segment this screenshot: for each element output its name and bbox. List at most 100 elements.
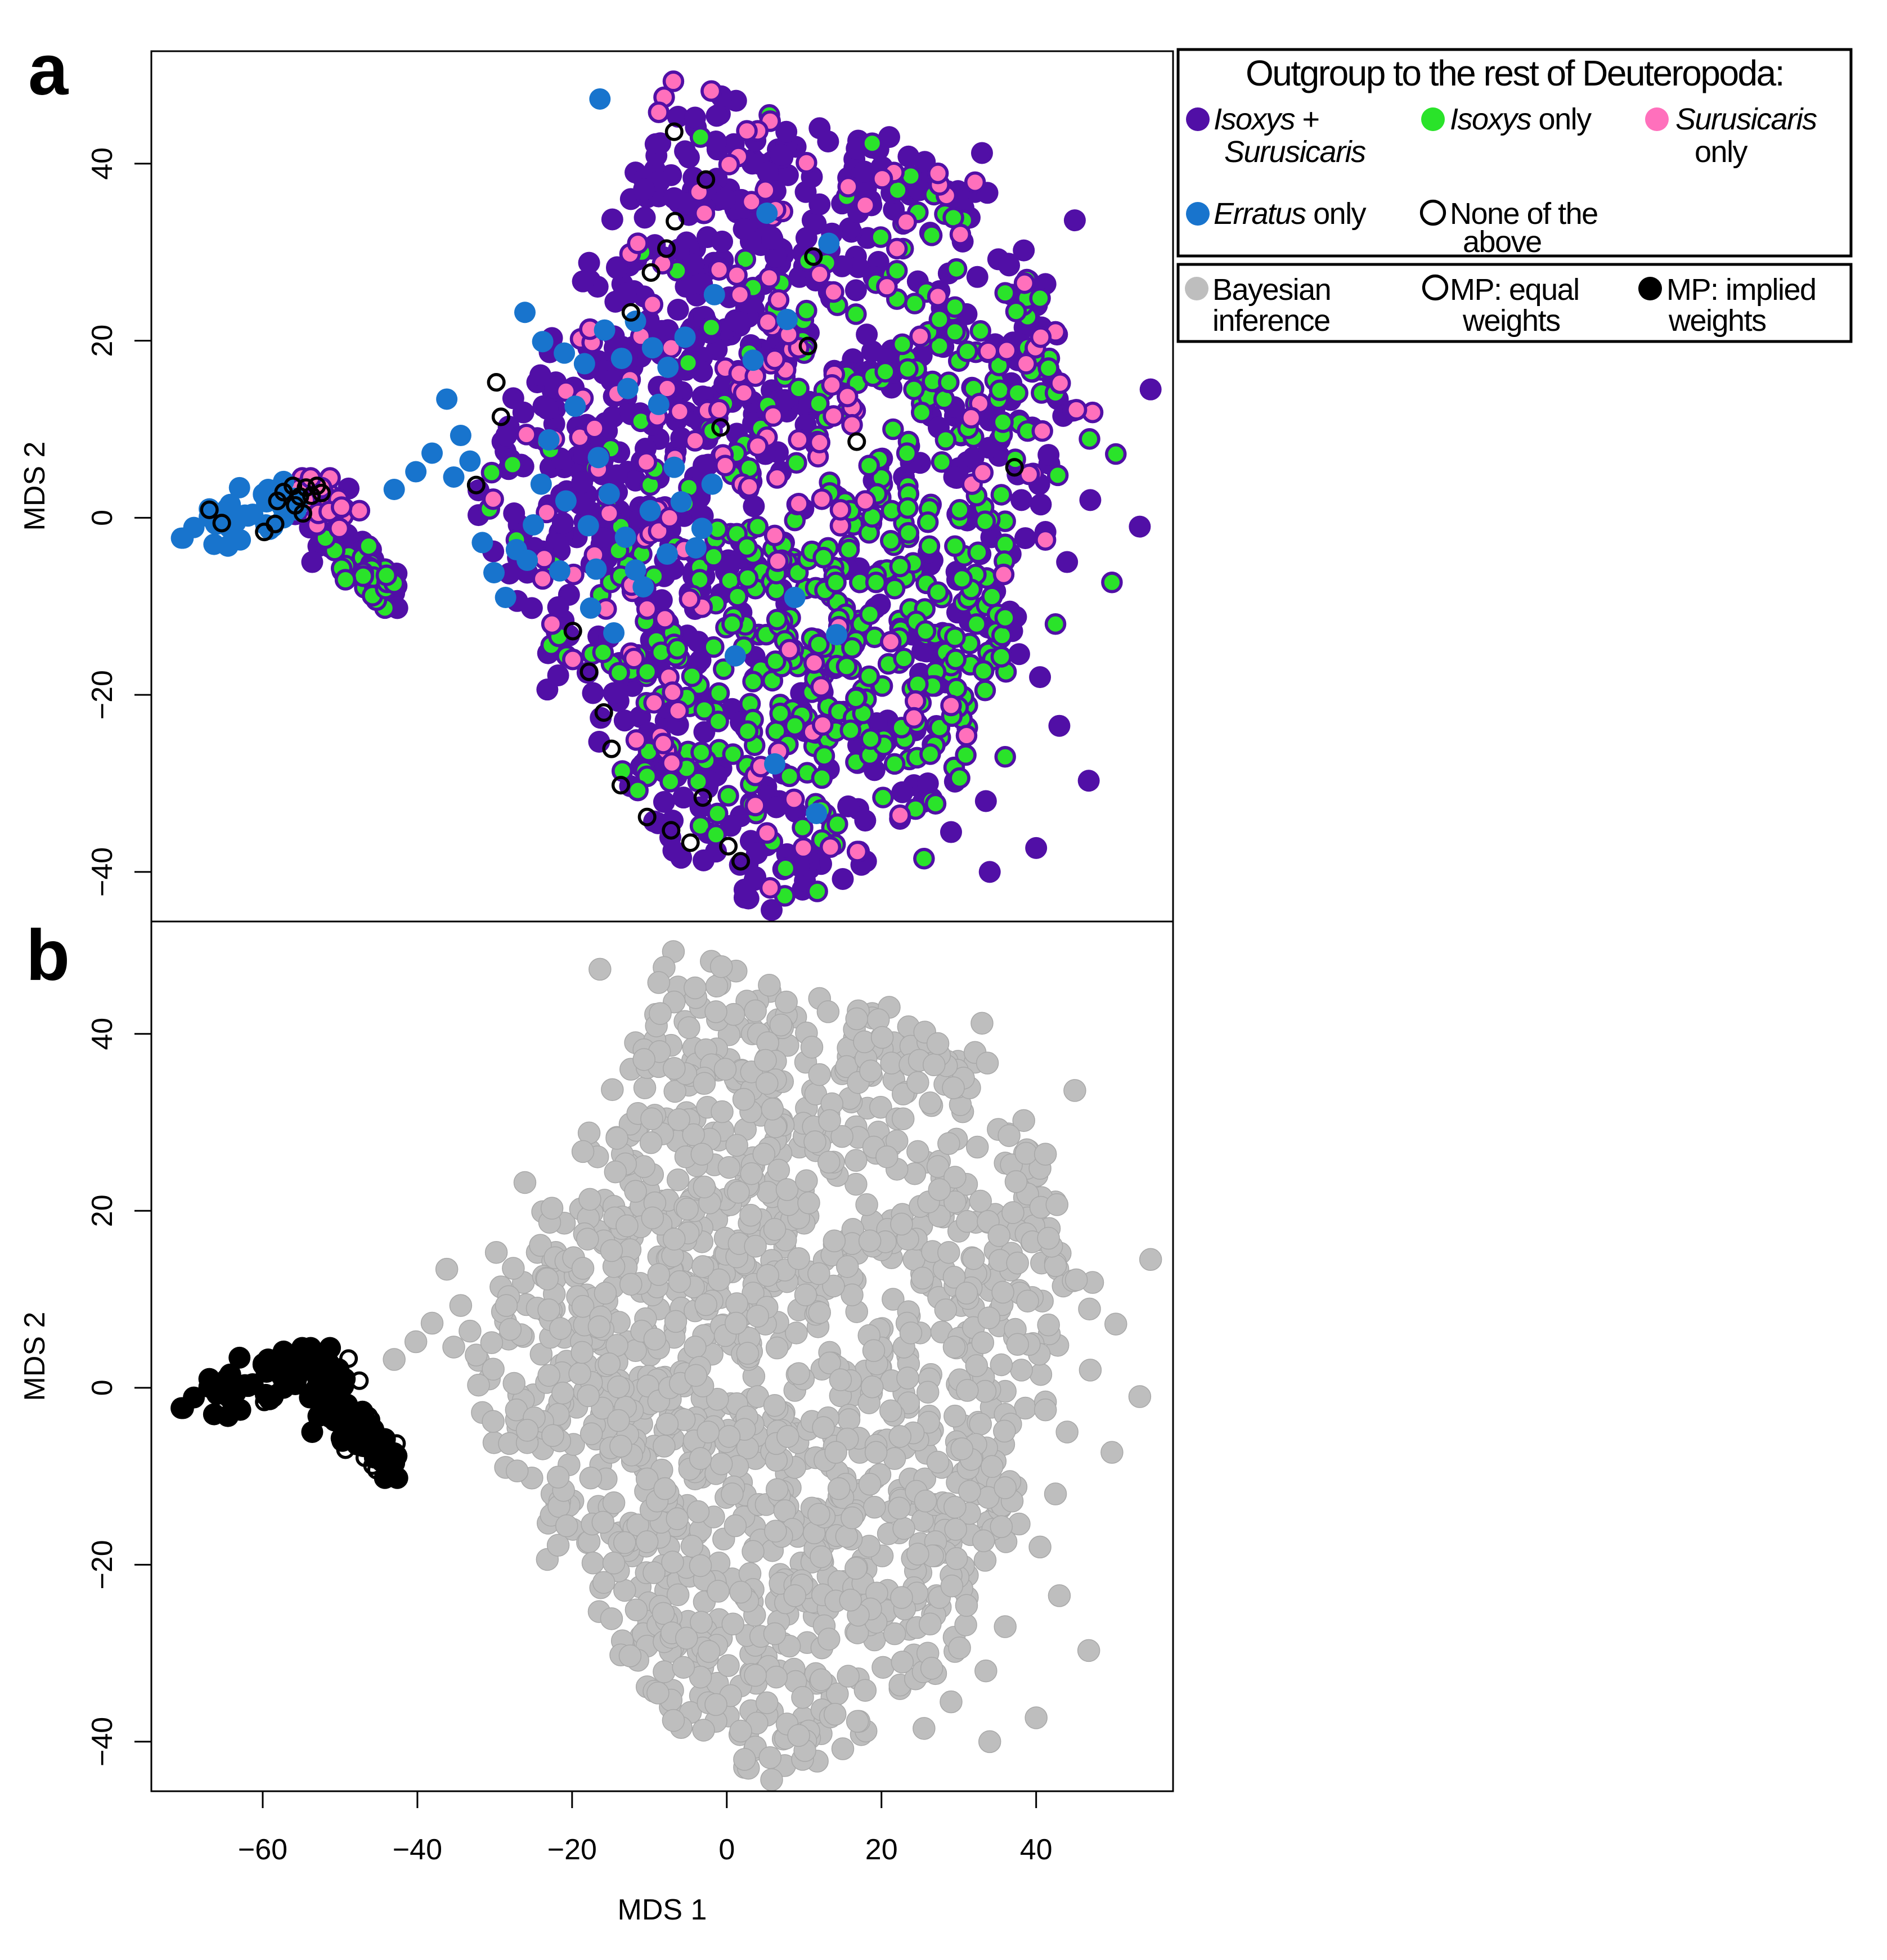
data-point (658, 507, 681, 529)
x-tick-label: 0 (718, 1833, 735, 1866)
data-point (865, 572, 887, 594)
data-point (505, 1459, 529, 1482)
data-point (383, 1348, 406, 1371)
data-point (927, 581, 949, 603)
data-point (870, 1026, 894, 1049)
data-point (981, 586, 1003, 608)
data-point (293, 1374, 312, 1393)
data-point (919, 1091, 942, 1114)
data-point (641, 337, 663, 359)
data-point (844, 1149, 868, 1172)
data-point (787, 1362, 810, 1385)
data-point (613, 709, 636, 732)
data-point (1045, 1193, 1069, 1216)
x-tick-label: −60 (238, 1833, 287, 1866)
data-point (1044, 613, 1067, 635)
data-point (502, 387, 524, 410)
data-point (944, 535, 966, 557)
data-point (212, 514, 231, 533)
panel-b-y-axis-title: MDS 2 (19, 1312, 51, 1401)
data-point (636, 660, 658, 683)
data-point (891, 781, 914, 803)
data-point (624, 559, 646, 581)
data-point (614, 526, 636, 548)
data-point (817, 1628, 841, 1651)
data-point (818, 1109, 841, 1132)
data-point (835, 1255, 859, 1278)
data-point (951, 568, 973, 590)
data-point (721, 613, 743, 635)
data-point (788, 429, 810, 451)
data-point (172, 1397, 194, 1419)
data-point (587, 447, 609, 469)
data-point (888, 1496, 911, 1520)
data-point (664, 122, 684, 141)
data-point (647, 971, 671, 994)
data-point (944, 296, 966, 318)
data-point (604, 1160, 627, 1184)
data-point (717, 1654, 740, 1677)
data-point (891, 333, 914, 356)
data-point (841, 1506, 864, 1530)
data-point (870, 226, 892, 248)
data-point (219, 1363, 241, 1386)
data-point (1031, 420, 1053, 442)
data-point (706, 1388, 729, 1411)
data-point (487, 373, 506, 392)
data-point (677, 146, 700, 169)
data-point (778, 765, 801, 788)
data-point (633, 178, 655, 201)
data-point (827, 1477, 851, 1500)
data-point (363, 1456, 382, 1475)
data-point (549, 560, 570, 582)
data-point (950, 1437, 973, 1460)
data-point (697, 1640, 721, 1663)
data-point (808, 393, 830, 415)
data-point (529, 364, 551, 386)
data-point (903, 707, 925, 729)
data-point (767, 289, 790, 311)
data-point (784, 714, 806, 737)
y-tick-label: −20 (86, 670, 119, 720)
data-point (682, 1123, 705, 1147)
data-point (547, 596, 569, 618)
data-point (624, 1598, 648, 1621)
data-point (931, 451, 953, 473)
data-point (1025, 1706, 1048, 1729)
data-point (714, 188, 736, 210)
data-point (709, 955, 733, 978)
data-point (1079, 428, 1100, 450)
data-point (928, 308, 951, 331)
data-point (810, 676, 832, 698)
data-point (672, 1656, 695, 1679)
data-point (758, 267, 780, 289)
legend-marker-bayesian (1185, 277, 1208, 300)
data-point (837, 795, 860, 817)
data-point (823, 1702, 847, 1726)
legend-marker-isoxys-only (1421, 107, 1445, 131)
data-point (788, 492, 810, 515)
data-point (636, 598, 658, 620)
data-point (955, 1282, 978, 1305)
data-point (649, 1002, 672, 1025)
data-point (592, 1571, 615, 1594)
data-point (578, 251, 600, 274)
data-point (667, 700, 689, 722)
data-point (854, 194, 877, 217)
data-point (659, 771, 681, 793)
data-point (765, 796, 788, 819)
data-point (611, 760, 634, 782)
legend-label-none-of-the-above: None of the (1450, 197, 1598, 231)
legend-label-mp-implied: MP: implied (1666, 273, 1816, 307)
data-point (795, 1169, 818, 1193)
data-point (839, 719, 861, 741)
data-point (924, 793, 947, 815)
data-point (808, 1301, 832, 1324)
data-point (765, 1478, 789, 1501)
data-point (1034, 1143, 1057, 1166)
data-point (604, 290, 627, 313)
data-point (707, 1268, 731, 1292)
data-point (530, 473, 552, 495)
data-point (888, 1425, 911, 1448)
data-point (718, 154, 740, 176)
